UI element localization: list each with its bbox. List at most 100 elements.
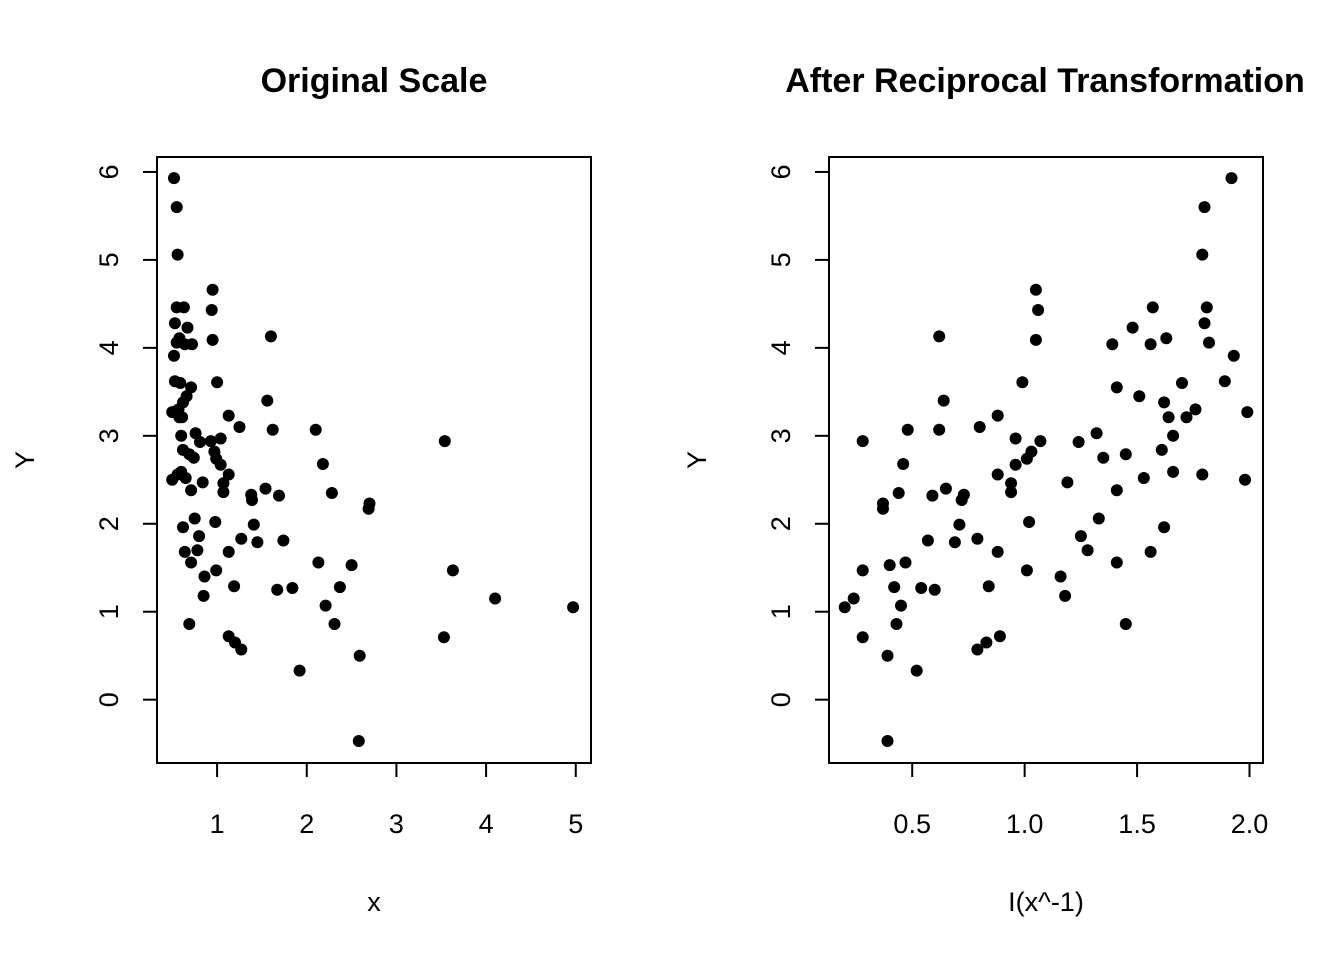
data-point [1167,429,1180,442]
data-point [266,423,279,436]
data-point [971,532,984,545]
data-point [183,618,196,630]
data-point [1144,338,1157,351]
y-axis: 0 1 2 3 4 5 6 [94,164,158,707]
data-points [166,172,580,747]
data-point [333,581,346,594]
data-point [1196,248,1209,261]
data-point [856,435,869,448]
data-point [1097,451,1110,464]
data-point [271,583,284,596]
data-point [1200,301,1213,314]
data-point [177,301,190,314]
y-axis-label: Y [10,451,40,469]
data-point [178,545,191,558]
data-point [1155,443,1168,456]
data-point [446,564,459,577]
data-point [188,512,201,525]
x-tick-label: 1.5 [1118,809,1156,839]
data-point [1009,458,1022,471]
data-point [177,521,189,534]
data-point [222,545,235,558]
data-point [915,582,928,594]
data-point [1176,377,1188,389]
x-tick-label: 2 [299,809,314,839]
y-tick-label: 3 [94,428,124,443]
data-point [191,544,204,557]
x-tick-label: 5 [568,809,583,839]
data-point [204,435,217,448]
data-point [926,489,939,502]
data-point [1106,338,1119,351]
data-point [933,330,946,343]
data-point [1137,472,1150,484]
data-point [1198,201,1211,214]
data-point [211,376,224,389]
data-point [1239,473,1251,486]
data-point [1092,512,1105,525]
data-point [1158,396,1171,409]
data-point [1227,349,1240,362]
data-point [991,468,1004,481]
data-point [345,559,358,572]
data-point [1144,545,1157,558]
data-point [847,592,860,605]
data-point [286,582,299,594]
data-point [921,534,934,547]
data-point [194,436,206,448]
data-point [1023,516,1036,528]
chart-title: After Reciprocal Transformation [785,62,1305,100]
data-point [325,487,338,499]
data-point [198,570,211,583]
data-point [214,458,227,471]
data-point [176,411,189,424]
data-point [196,476,209,489]
data-point [838,601,851,614]
data-point [881,735,894,747]
data-point [319,599,332,612]
x-axis-label: x [367,887,381,917]
data-point [953,518,966,531]
data-point [185,556,198,569]
data-point [1126,321,1139,334]
data-point [362,502,375,515]
data-point [171,248,184,261]
data-point [1009,432,1022,445]
data-point [1180,411,1193,424]
y-axis: 0 1 2 3 4 5 6 [766,164,830,707]
data-point [179,472,192,484]
data-point [1162,411,1175,424]
panel-reciprocal-transformation: After Reciprocal Transformation 0.5 1.0 1.… [682,62,1305,917]
data-point [214,432,227,445]
data-point [1020,452,1033,465]
data-point [1133,390,1146,403]
data-point [1032,304,1045,316]
data-point [1054,570,1067,583]
data-point [971,643,984,656]
data-point [1081,544,1094,557]
data-point [1005,486,1018,499]
x-tick-label: 1 [210,809,225,839]
data-point [246,494,258,506]
data-point [277,534,290,547]
y-tick-label: 5 [766,252,796,267]
x-tick-label: 4 [479,809,494,839]
data-point [222,468,235,481]
data-point [982,580,995,593]
y-tick-label: 2 [94,516,124,531]
data-point [1241,406,1254,419]
data-point [856,631,869,644]
data-point [235,532,248,545]
x-tick-label: 0.5 [893,809,931,839]
data-point [1110,381,1123,394]
data-points [838,172,1254,747]
data-point [233,421,246,433]
data-point [273,489,285,502]
y-tick-label: 0 [94,692,124,707]
data-point [1196,468,1209,481]
plot-frame [828,156,1264,764]
data-point [883,559,896,572]
data-point [899,556,912,569]
data-point [1059,589,1072,602]
